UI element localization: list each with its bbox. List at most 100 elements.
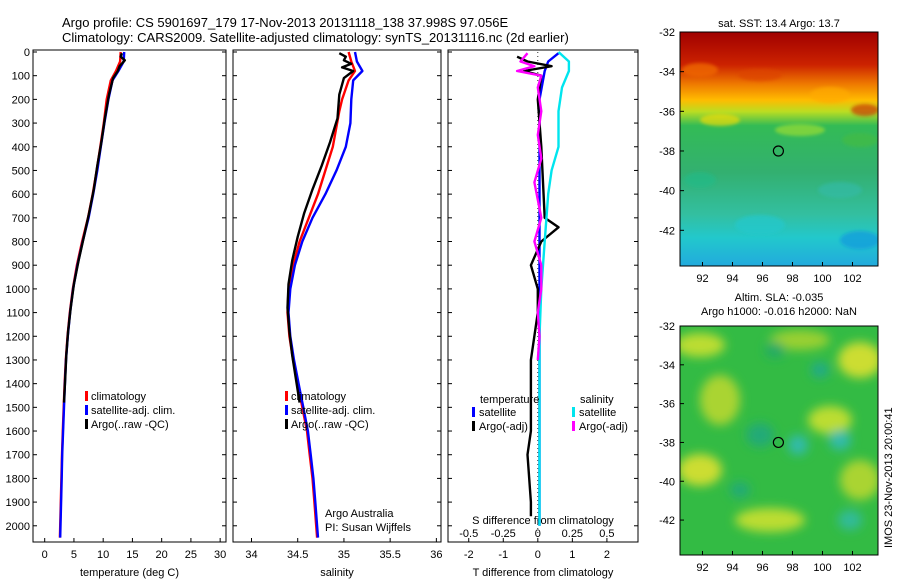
sla-map-ytick-label: -38	[659, 437, 675, 449]
sst-argo-location-marker	[772, 145, 785, 157]
difference-legend-label: satellite	[579, 407, 616, 419]
sla-map-frame	[679, 325, 879, 556]
salinity-series-argo-raw-qc-	[286, 52, 355, 403]
sst-map-ytick-label: -38	[659, 146, 675, 158]
difference-top-xlabel: S difference from climatology	[472, 515, 614, 527]
difference-xtick-label: -1	[498, 549, 508, 561]
difference-panel-frame	[447, 49, 639, 543]
temperature-legend-label: Argo(..raw -QC)	[91, 419, 169, 431]
depth-tick-label: 600	[12, 189, 30, 201]
sst-map-frame	[679, 31, 879, 267]
temperature-xlabel: temperature (deg C)	[80, 567, 179, 579]
difference-legend-title: temperature	[480, 394, 539, 406]
depth-tick-label: 400	[12, 142, 30, 154]
depth-tick-label: 0	[24, 47, 30, 59]
temperature-plot: 0100200300400500600700800900100011001200…	[6, 47, 227, 579]
difference-plot: -2 -1 0 1 2 T difference from climatology -0.5…	[448, 51, 638, 579]
salinity-legend-label: climatology	[291, 391, 347, 403]
depth-tick-label: 1700	[6, 450, 30, 462]
depth-tick-label: 1000	[6, 284, 30, 296]
difference-legend-swatch	[572, 421, 575, 431]
sla-map-subtitle: Argo h1000: -0.016 h2000: NaN	[701, 306, 857, 318]
difference-top-xtick-label: 0.5	[599, 528, 614, 540]
sla-map-xtick-label: 96	[756, 562, 768, 574]
depth-tick-label: 800	[12, 237, 30, 249]
difference-series-salinity-satellite	[538, 51, 571, 526]
sst-map-ytick-label: -36	[659, 106, 675, 118]
salinity-plot: 34 34.5 35 35.5 36 salinity climatology satelli…	[233, 51, 443, 579]
sla-map-xtick-label: 94	[726, 562, 738, 574]
salinity-legend-swatch	[285, 391, 288, 401]
salinity-series-climatology	[286, 51, 357, 538]
difference-top-xtick-label: 0.25	[562, 528, 583, 540]
temperature-series-satellite-adj-clim-	[59, 51, 126, 538]
temperature-xtick-label: 20	[156, 549, 168, 561]
difference-xtick-label: 0	[535, 549, 541, 561]
difference-legend-swatch	[472, 421, 475, 431]
difference-xlabel: T difference from climatology	[473, 567, 614, 579]
sst-map-ytick-label: -42	[659, 225, 675, 237]
sst-map-texture	[682, 63, 878, 249]
temperature-legend-swatch	[85, 391, 88, 401]
sla-map-title: Altim. SLA: -0.035	[735, 292, 824, 304]
sla-map-xtick-label: 102	[843, 562, 861, 574]
salinity-legend-swatch	[285, 419, 288, 429]
depth-tick-label: 1200	[6, 331, 30, 343]
depth-tick-label: 1800	[6, 473, 30, 485]
temperature-panel-frame	[32, 49, 227, 543]
salinity-series-satellite-adj-clim-	[287, 51, 364, 538]
sst-map-title: sat. SST: 13.4 Argo: 13.7	[718, 18, 840, 30]
plot-title-line-2: Climatology: CARS2009. Satellite-adjuste…	[62, 30, 569, 45]
difference-legend-swatch	[572, 407, 575, 417]
sla-map-ytick-label: -32	[659, 321, 675, 333]
temperature-legend-label: satellite-adj. clim.	[91, 405, 175, 417]
depth-tick-label: 700	[12, 213, 30, 225]
sst-map-ytick-label: -32	[659, 27, 675, 39]
depth-tick-label: 1300	[6, 355, 30, 367]
depth-tick-label: 500	[12, 165, 30, 177]
depth-tick-label: 2000	[6, 521, 30, 533]
sla-argo-location-marker	[772, 436, 785, 449]
depth-tick-label: 200	[12, 94, 30, 106]
depth-tick-label: 1400	[6, 379, 30, 391]
difference-legend-label: satellite	[479, 407, 516, 419]
salinity-xtick-label: 35	[338, 549, 350, 561]
temperature-xtick-label: 30	[214, 549, 226, 561]
sst-map-ytick-label: -40	[659, 186, 675, 198]
difference-xtick-label: -2	[464, 549, 474, 561]
temperature-xtick-label: 10	[97, 549, 109, 561]
sst-map-xtick-label: 94	[726, 273, 738, 285]
salinity-legend-label: Argo(..raw -QC)	[291, 419, 369, 431]
sla-map-xtick-label: 98	[786, 562, 798, 574]
depth-tick-label: 1600	[6, 426, 30, 438]
sla-map: 92 94 96 98 100 102 -32 -34 -36 -38 -40 -42 Altim. …	[659, 292, 879, 574]
temperature-legend-swatch	[85, 405, 88, 415]
sst-map-xtick-label: 100	[813, 273, 831, 285]
sla-map-ytick-label: -34	[659, 360, 675, 372]
credit-line-2: PI: Susan Wijffels	[325, 522, 411, 534]
difference-legend-label: Argo(-adj)	[579, 421, 628, 433]
difference-legend-title: salinity	[580, 394, 614, 406]
salinity-xtick-label: 34	[245, 549, 257, 561]
depth-tick-label: 900	[12, 260, 30, 272]
salinity-xtick-label: 36	[430, 549, 442, 561]
sst-map-xtick-label: 92	[696, 273, 708, 285]
sst-map: 92 94 96 98 100 102 -32 -34 -36 -38 -40 -42 sat. SS…	[659, 18, 879, 285]
difference-top-xtick-label: -0.5	[459, 528, 478, 540]
depth-tick-label: 300	[12, 118, 30, 130]
sla-map-texture	[680, 330, 878, 532]
depth-tick-label: 1900	[6, 497, 30, 509]
salinity-xtick-label: 34.5	[287, 549, 308, 561]
sla-map-xtick-label: 92	[696, 562, 708, 574]
sst-map-xtick-label: 96	[756, 273, 768, 285]
credit-line-1: Argo Australia	[325, 508, 394, 520]
sla-map-ytick-label: -42	[659, 515, 675, 527]
sla-map-ytick-label: -40	[659, 476, 675, 488]
difference-xtick-label: 1	[569, 549, 575, 561]
depth-tick-label: 100	[12, 71, 30, 83]
difference-top-xtick-label: 0	[535, 528, 541, 540]
difference-series-temperature-argo-adj-	[516, 55, 560, 517]
salinity-xlabel: salinity	[320, 567, 354, 579]
sst-map-xtick-label: 102	[843, 273, 861, 285]
